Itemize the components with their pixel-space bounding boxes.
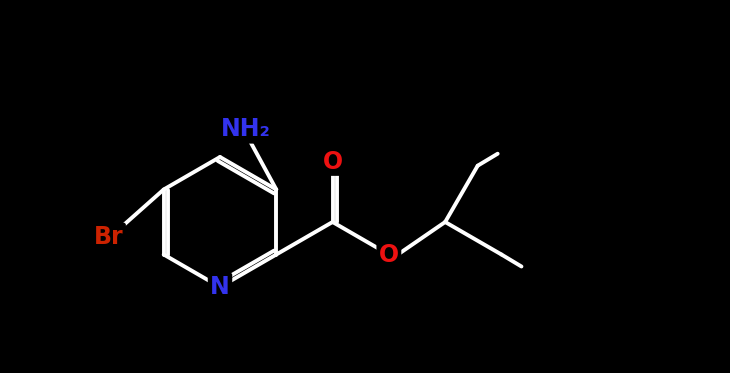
Text: O: O xyxy=(323,150,342,173)
Text: Br: Br xyxy=(94,225,123,249)
Text: NH₂: NH₂ xyxy=(221,117,272,141)
Text: O: O xyxy=(379,242,399,266)
Text: N: N xyxy=(210,275,230,299)
